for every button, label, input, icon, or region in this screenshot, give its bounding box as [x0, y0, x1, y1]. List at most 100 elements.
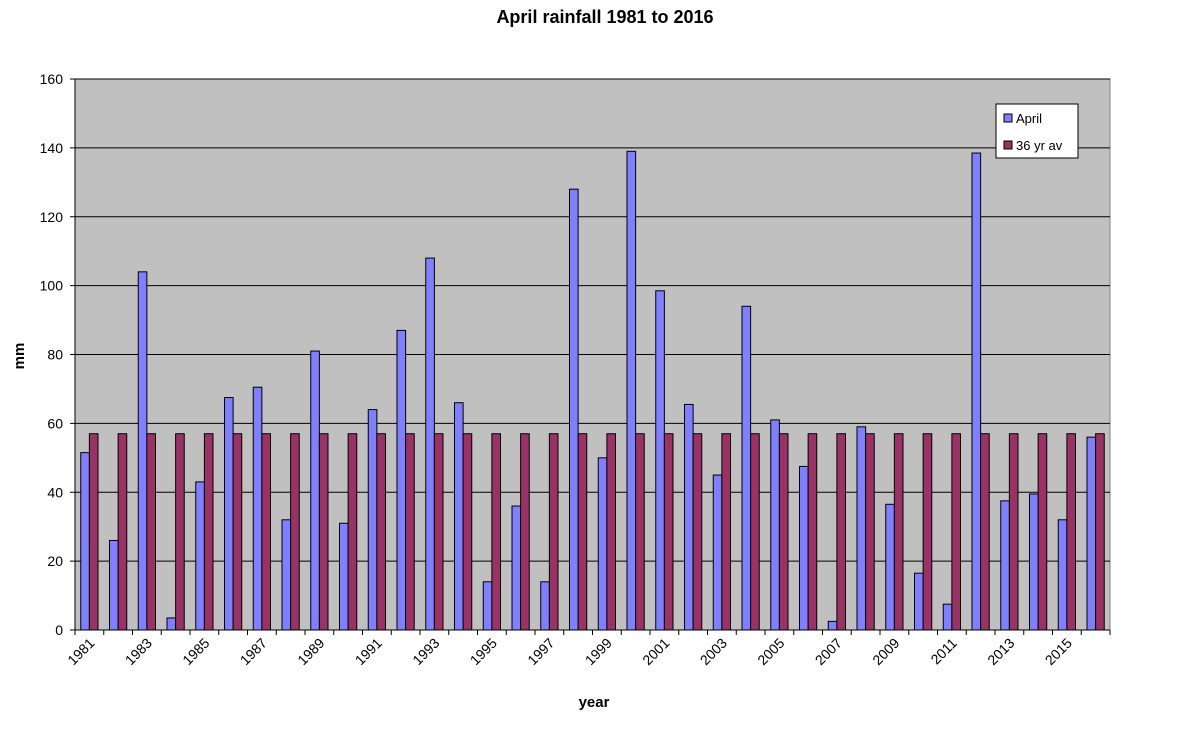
bar-average-1990: [347, 433, 358, 631]
bar-april-1981: [80, 452, 90, 631]
x-tick-label: 2011: [927, 635, 960, 668]
bar-average-1989: [318, 433, 329, 631]
bar-april-1997: [540, 581, 550, 631]
axes: [70, 78, 1111, 635]
x-tick-label: 2003: [697, 635, 730, 668]
bar-average-2008: [865, 433, 875, 631]
x-tick-label: 1989: [294, 635, 327, 668]
bar-april-1999: [597, 457, 608, 631]
bar-average-1996: [520, 433, 530, 631]
bar-april-2002: [684, 403, 694, 631]
x-axis-title: year: [579, 694, 610, 711]
y-tick-label: 120: [40, 209, 64, 225]
bar-april-2009: [885, 503, 895, 631]
bar-april-2016: [1086, 436, 1097, 631]
bar-average-2007: [836, 433, 846, 631]
bar-april-1996: [511, 505, 522, 631]
bar-average-2004: [750, 433, 760, 631]
bar-april-1993: [425, 257, 435, 631]
bar-average-1997: [548, 433, 559, 631]
x-tick-label: 1999: [582, 635, 615, 668]
bar-april-1986: [224, 397, 234, 631]
bars: [80, 150, 1105, 631]
legend-label-april: April: [1016, 111, 1042, 126]
bar-april-2010: [914, 572, 924, 631]
bar-april-1990: [339, 522, 349, 631]
y-tick-label: 160: [40, 71, 64, 87]
y-tick-label: 80: [47, 347, 63, 363]
bar-average-1981: [88, 433, 99, 631]
legend-swatch-april: [1003, 113, 1013, 123]
bar-april-2014: [1029, 493, 1039, 631]
legend: April 36 yr av: [995, 103, 1079, 159]
legend-swatch-average: [1003, 140, 1013, 150]
y-tick-label: 60: [47, 415, 63, 431]
x-tick-label: 2015: [1042, 635, 1075, 668]
bar-april-2000: [626, 150, 637, 631]
bar-average-1982: [117, 433, 128, 631]
y-tick-labels: 0 20 40 60 80 100 120 140 160: [40, 71, 64, 638]
bar-april-2001: [655, 290, 665, 631]
bar-average-2015: [1066, 433, 1076, 631]
bar-april-2011: [942, 603, 953, 631]
bar-average-2011: [951, 433, 961, 631]
bar-average-2005: [778, 433, 789, 631]
bar-average-1986: [232, 433, 243, 631]
y-tick-label: 0: [55, 622, 63, 638]
bar-april-2003: [712, 474, 723, 631]
y-axis-title: mm: [11, 343, 28, 370]
x-tick-label: 1987: [237, 635, 270, 668]
bar-average-1991: [376, 433, 386, 631]
bar-april-1991: [367, 409, 378, 631]
legend-label-average: 36 yr av: [1016, 138, 1063, 153]
bar-average-2003: [721, 433, 731, 631]
bar-average-1994: [462, 433, 473, 631]
x-tick-label: 2001: [639, 635, 672, 668]
bar-april-1983: [137, 271, 148, 631]
bar-average-2016: [1095, 433, 1105, 631]
x-tick-labels: 1981 1983 1985 1987 1989 1991 1993 1995 1997 1999…: [64, 635, 1075, 668]
bar-average-1987: [261, 433, 271, 631]
bar-average-1988: [290, 433, 300, 631]
bar-average-1998: [577, 433, 588, 631]
bar-april-1992: [396, 329, 407, 631]
bar-average-2006: [807, 433, 818, 631]
bar-april-1994: [454, 402, 464, 631]
x-tick-label: 1995: [467, 635, 500, 668]
x-tick-label: 1991: [352, 635, 385, 668]
bar-average-2000: [635, 433, 645, 631]
bar-average-2009: [893, 433, 904, 631]
bar-april-1989: [310, 350, 320, 631]
y-tick-label: 40: [47, 484, 63, 500]
bar-april-1995: [482, 581, 493, 631]
bar-april-1985: [195, 481, 205, 631]
x-tick-label: 2005: [754, 635, 787, 668]
bar-april-2015: [1057, 519, 1068, 631]
bar-april-2006: [799, 465, 809, 631]
x-tick-label: 1997: [524, 635, 557, 668]
gridlines: [75, 78, 1110, 562]
bar-average-1992: [405, 433, 415, 631]
bar-april-2012: [971, 152, 982, 631]
bar-april-2007: [827, 620, 838, 631]
x-tick-label: 1993: [409, 635, 442, 668]
bar-average-2013: [1008, 433, 1019, 631]
bar-april-1998: [569, 188, 579, 631]
bar-april-2004: [741, 305, 752, 631]
bar-april-1987: [252, 386, 263, 631]
chart-title: April rainfall 1981 to 2016: [496, 7, 713, 27]
y-tick-label: 100: [40, 278, 64, 294]
bar-april-2013: [1000, 500, 1010, 631]
bar-april-2008: [856, 426, 867, 631]
y-tick-label: 140: [40, 140, 64, 156]
bar-average-1984: [175, 433, 185, 631]
bar-average-1999: [606, 433, 616, 631]
bar-average-2014: [1037, 433, 1048, 631]
x-tick-label: 1981: [64, 635, 97, 668]
bar-average-2001: [663, 433, 674, 631]
bar-average-2010: [922, 433, 933, 631]
bar-april-2005: [770, 419, 780, 631]
bar-average-2002: [692, 433, 703, 631]
bar-april-1984: [166, 617, 177, 631]
